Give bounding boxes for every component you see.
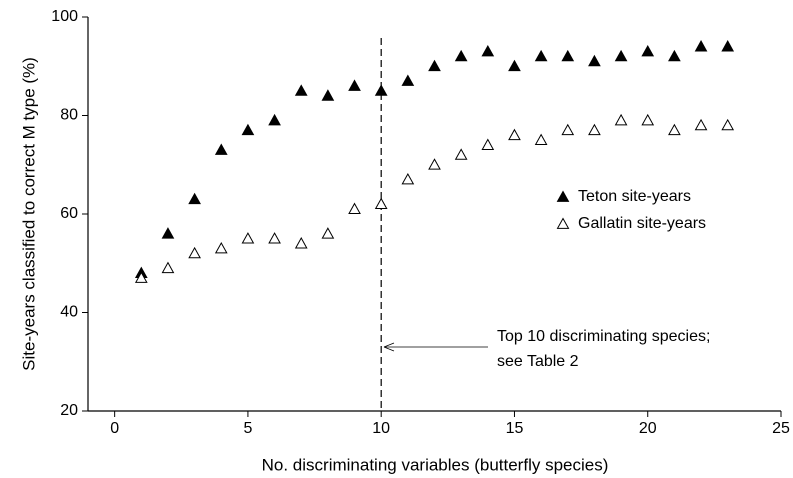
point bbox=[161, 261, 175, 274]
point bbox=[668, 49, 681, 62]
point bbox=[294, 237, 308, 249]
legend-label: Teton site-years bbox=[578, 188, 691, 205]
point bbox=[401, 172, 415, 185]
point bbox=[268, 113, 281, 126]
point bbox=[668, 123, 681, 136]
point bbox=[561, 123, 575, 136]
x-axis-label: No. discriminating variables (butterfly … bbox=[262, 455, 609, 474]
point bbox=[534, 133, 548, 146]
point bbox=[481, 44, 495, 57]
point bbox=[241, 123, 255, 136]
point bbox=[614, 49, 628, 62]
x-tick-label: 10 bbox=[372, 420, 390, 437]
point bbox=[321, 227, 335, 239]
point bbox=[694, 40, 708, 52]
x-tick-label: 0 bbox=[110, 420, 119, 437]
annotation: Top 10 discriminating species; bbox=[497, 328, 710, 345]
legend-label: Gallatin site-years bbox=[578, 215, 706, 232]
legend-marker bbox=[556, 190, 570, 202]
arrow-head bbox=[383, 342, 395, 352]
point bbox=[641, 44, 655, 57]
point bbox=[561, 49, 575, 62]
point bbox=[508, 128, 521, 141]
point bbox=[321, 89, 335, 101]
x-tick-label: 25 bbox=[772, 420, 790, 437]
y-tick-label: 60 bbox=[60, 205, 78, 222]
point bbox=[588, 123, 601, 136]
point bbox=[348, 202, 361, 214]
point bbox=[721, 40, 735, 52]
point bbox=[454, 148, 468, 160]
point bbox=[508, 59, 521, 72]
annotation: see Table 2 bbox=[497, 353, 579, 370]
y-tick-label: 100 bbox=[51, 8, 78, 25]
y-tick-label: 20 bbox=[60, 402, 78, 419]
point bbox=[374, 197, 388, 210]
point bbox=[188, 246, 201, 259]
point bbox=[214, 143, 228, 155]
point bbox=[348, 79, 361, 91]
point bbox=[641, 113, 655, 126]
point bbox=[614, 113, 628, 126]
point bbox=[294, 84, 308, 96]
y-tick-label: 80 bbox=[60, 107, 78, 124]
point bbox=[428, 59, 441, 72]
legend-marker bbox=[556, 217, 570, 229]
point bbox=[428, 158, 441, 170]
x-tick-label: 5 bbox=[243, 420, 252, 437]
point bbox=[721, 118, 735, 131]
point bbox=[454, 49, 468, 62]
point bbox=[588, 54, 601, 67]
x-tick-label: 15 bbox=[506, 420, 524, 437]
point bbox=[188, 192, 201, 205]
point bbox=[241, 232, 255, 244]
point bbox=[268, 232, 281, 244]
point bbox=[374, 84, 388, 96]
point bbox=[534, 49, 548, 62]
point bbox=[401, 74, 415, 86]
point bbox=[161, 227, 175, 239]
point bbox=[214, 241, 228, 254]
point bbox=[481, 138, 495, 150]
point bbox=[134, 271, 148, 283]
x-tick-label: 20 bbox=[639, 420, 657, 437]
point bbox=[694, 118, 708, 131]
y-tick-label: 40 bbox=[60, 304, 78, 321]
y-axis-label: Site-years classified to correct M type … bbox=[19, 57, 38, 371]
